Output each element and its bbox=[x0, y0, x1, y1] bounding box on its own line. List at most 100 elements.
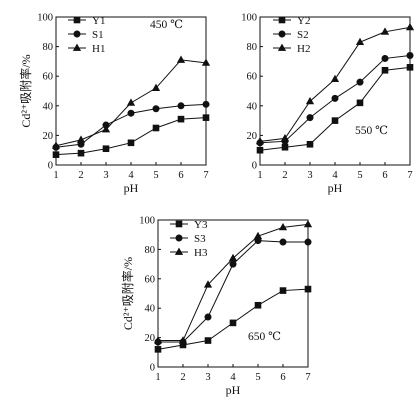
x-tick-label: 7 bbox=[305, 372, 310, 383]
x-axis-title: pH bbox=[328, 181, 343, 195]
data-point-Y3 bbox=[254, 301, 262, 309]
legend: Y2 S2 H2 bbox=[273, 15, 310, 55]
legend-label: Y1 bbox=[92, 15, 105, 27]
data-point-H2 bbox=[280, 133, 290, 142]
y-tick-label: 60 bbox=[43, 72, 54, 83]
y-tick-label: 80 bbox=[247, 42, 258, 53]
data-point-Y2 bbox=[406, 64, 414, 71]
y-tick-label: 40 bbox=[247, 101, 258, 112]
data-point-H1 bbox=[51, 141, 61, 149]
legend-marker-S3 bbox=[175, 234, 183, 242]
chart-panel-2: 1 2 3 4 5 6 7 0 20 40 60 80 100 pH Y2 S2 H2 550 ℃ bbox=[241, 13, 415, 195]
temperature-annotation: 550 ℃ bbox=[355, 125, 388, 137]
x-tick-label: 7 bbox=[407, 170, 412, 181]
chart-panel-3: 1 2 3 4 5 6 7 0 20 40 60 80 100 pH Cd²⁺吸附率/% Y3 S3 H3 650 … bbox=[120, 216, 313, 397]
data-point-Y1 bbox=[202, 114, 210, 121]
y-tick-label: 20 bbox=[247, 131, 258, 142]
data-point-H1 bbox=[101, 125, 111, 133]
y-tick-label: 100 bbox=[241, 13, 257, 24]
x-tick-label: 2 bbox=[78, 170, 83, 181]
data-point-H2 bbox=[405, 22, 415, 31]
x-tick-label: 2 bbox=[180, 372, 185, 383]
data-point-H1 bbox=[126, 98, 136, 106]
legend-marker-H2 bbox=[277, 43, 287, 51]
series-line-Y1 bbox=[55, 117, 207, 156]
legend-marker-H1 bbox=[72, 43, 82, 51]
data-point-Y2 bbox=[306, 140, 314, 148]
x-axis-title: pH bbox=[124, 181, 139, 195]
x-tick-label: 4 bbox=[230, 372, 236, 383]
x-tick-label: 6 bbox=[382, 170, 387, 181]
legend-marker-Y2 bbox=[278, 16, 286, 24]
y-tick-label: 0 bbox=[48, 161, 53, 172]
data-point-Y2 bbox=[356, 99, 364, 107]
x-tick-label: 1 bbox=[155, 372, 160, 383]
y-tick-label: 20 bbox=[43, 131, 54, 142]
y-tick-label: 80 bbox=[43, 42, 54, 53]
data-point-Y1 bbox=[152, 124, 160, 132]
y-tick-label: 100 bbox=[139, 216, 155, 227]
legend-marker-S1 bbox=[73, 30, 81, 38]
x-tick-label: 6 bbox=[280, 372, 285, 383]
data-point-S1 bbox=[127, 109, 135, 117]
legend-label: S2 bbox=[297, 29, 309, 41]
data-point-Y1 bbox=[77, 149, 85, 157]
data-point-H2 bbox=[380, 27, 390, 35]
data-point-H3 bbox=[253, 231, 263, 240]
data-point-S2 bbox=[331, 94, 339, 102]
data-point-H2 bbox=[355, 37, 365, 46]
x-tick-label: 3 bbox=[307, 170, 312, 181]
data-point-S1 bbox=[152, 105, 160, 113]
data-point-Y2 bbox=[381, 66, 389, 74]
y-tick-label: 100 bbox=[37, 13, 53, 24]
y-tick-label: 20 bbox=[145, 333, 156, 344]
data-point-S3 bbox=[279, 238, 287, 246]
y-tick-label: 80 bbox=[145, 245, 156, 256]
x-tick-label: 7 bbox=[203, 170, 208, 181]
data-point-H3 bbox=[178, 336, 188, 344]
data-point-S2 bbox=[356, 78, 364, 86]
x-tick-label: 1 bbox=[257, 170, 262, 181]
legend-marker-H3 bbox=[174, 247, 184, 255]
legend-label: H3 bbox=[194, 247, 208, 259]
data-point-S3 bbox=[304, 238, 312, 246]
data-point-Y1 bbox=[177, 115, 185, 123]
y-tick-label: 40 bbox=[145, 304, 156, 315]
x-axis-title: pH bbox=[226, 383, 241, 397]
data-point-Y1 bbox=[102, 145, 110, 153]
data-point-S2 bbox=[306, 114, 314, 122]
legend: Y3 S3 H3 bbox=[170, 219, 208, 259]
chart-panel-1: 1 2 3 4 5 6 7 0 20 40 60 80 100 pH Cd²⁺吸附率/% Y1 S1 H1 450 … bbox=[18, 13, 211, 195]
data-point-S2 bbox=[406, 51, 414, 59]
legend-label: Y2 bbox=[297, 15, 310, 27]
legend-marker-S2 bbox=[278, 30, 286, 38]
data-point-Y2 bbox=[256, 146, 264, 154]
y-axis-title: Cd²⁺吸附率/% bbox=[120, 257, 135, 330]
data-point-S1 bbox=[177, 102, 185, 110]
y-tick-label: 0 bbox=[252, 161, 257, 172]
x-tick-label: 3 bbox=[103, 170, 108, 181]
data-point-Y3 bbox=[204, 337, 212, 344]
data-point-Y3 bbox=[154, 346, 162, 353]
legend-label: H1 bbox=[92, 43, 105, 55]
data-point-Y1 bbox=[127, 139, 135, 147]
x-tick-label: 4 bbox=[128, 170, 134, 181]
legend: Y1 S1 H1 bbox=[68, 15, 105, 55]
y-axis-title: Cd²⁺吸附率/% bbox=[18, 54, 33, 127]
y-tick-label: 60 bbox=[145, 274, 156, 285]
legend-label: H2 bbox=[297, 43, 310, 55]
data-point-H2 bbox=[255, 136, 265, 145]
data-point-Y1 bbox=[52, 151, 60, 158]
data-point-S1 bbox=[202, 100, 210, 108]
data-point-H2 bbox=[305, 96, 315, 105]
legend-label: Y3 bbox=[194, 219, 208, 231]
data-point-H2 bbox=[330, 74, 340, 83]
data-point-H1 bbox=[151, 83, 161, 91]
data-point-Y2 bbox=[331, 117, 339, 124]
data-point-H1 bbox=[76, 135, 86, 143]
data-point-H3 bbox=[278, 222, 288, 231]
data-point-Y2 bbox=[281, 143, 289, 151]
legend-label: S1 bbox=[92, 29, 104, 41]
data-point-S3 bbox=[229, 260, 237, 268]
